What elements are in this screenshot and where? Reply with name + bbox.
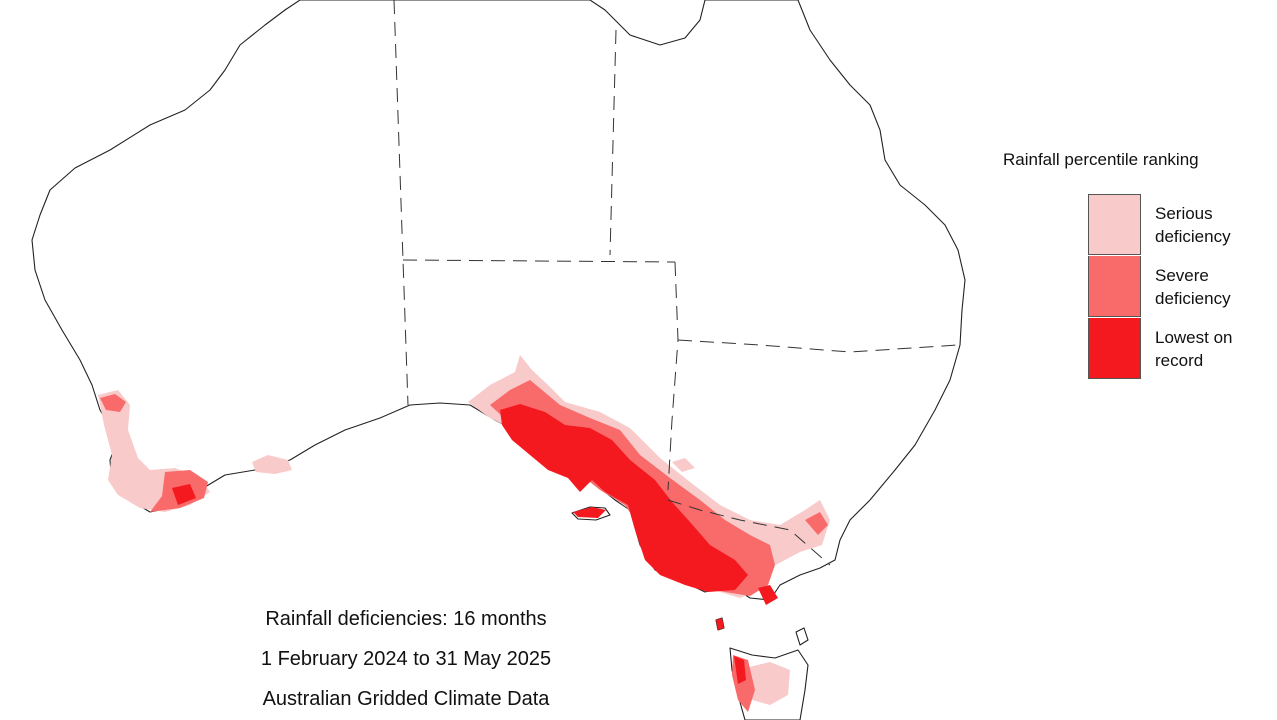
legend-title: Rainfall percentile ranking <box>1003 150 1199 169</box>
caption-title: Rainfall deficiencies: 16 months <box>265 608 547 630</box>
swatch-serious <box>1088 194 1141 255</box>
severe-vic-east <box>805 512 828 535</box>
legend-label-serious: Serious deficiency <box>1155 204 1231 246</box>
legend-item-severe: Severe deficiency <box>1088 256 1277 318</box>
lowest-port-phillip <box>758 585 778 605</box>
caption-source: Australian Gridded Climate Data <box>262 688 550 710</box>
lowest-on-record-areas <box>172 404 778 684</box>
severe-sw-wa <box>100 394 208 512</box>
border-nt-qld <box>609 29 617 256</box>
serious-wa-south-coast <box>252 455 292 474</box>
state-borders <box>393 0 959 566</box>
caption-period: 1 February 2024 to 31 May 2025 <box>260 648 552 670</box>
swatch-lowest <box>1088 318 1141 379</box>
serious-tasmania <box>745 662 790 705</box>
legend-item-serious: Serious deficiency <box>1088 194 1277 256</box>
legend-label-severe: Severe deficiency <box>1155 266 1231 308</box>
lowest-king-island <box>716 618 724 630</box>
lowest-sw-wa <box>172 484 196 505</box>
lowest-sa-vic <box>500 404 748 592</box>
border-sa-east <box>667 261 679 491</box>
flinders-island-coastline <box>795 627 809 646</box>
legend-item-lowest: Lowest on record <box>1088 318 1277 380</box>
border-qld-nsw <box>677 339 959 353</box>
lowest-tasmania <box>734 656 746 684</box>
legend: Serious deficiency Severe deficiency Low… <box>1088 194 1277 380</box>
swatch-severe <box>1088 256 1141 317</box>
border-nsw-vic <box>667 499 831 566</box>
border-nt-sa <box>402 259 676 263</box>
serious-nw-vic <box>672 458 695 472</box>
legend-label-lowest: Lowest on record <box>1155 328 1233 370</box>
border-wa <box>393 0 409 406</box>
lowest-kangaroo-island <box>573 507 606 518</box>
